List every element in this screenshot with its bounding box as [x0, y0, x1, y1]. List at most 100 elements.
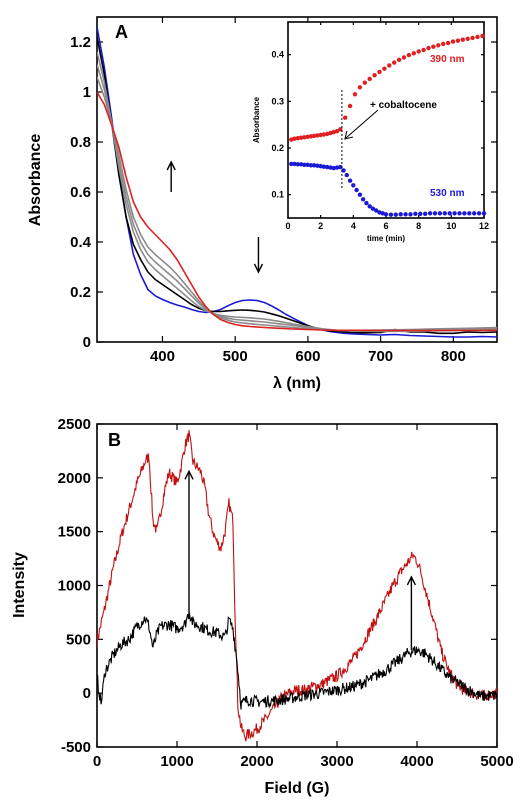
- inset-data-point: [455, 38, 461, 43]
- inset-data-point: [411, 51, 416, 56]
- inset-data-point: [315, 133, 320, 138]
- inset-data-point: [298, 135, 304, 140]
- inset-data-point: [352, 92, 358, 97]
- inset-data-point: [431, 44, 436, 49]
- y-tick-label: 0.1: [271, 190, 284, 200]
- x-tick-label: 400: [150, 348, 175, 365]
- inset-data-point: [467, 211, 472, 216]
- inset-data-point: [427, 211, 433, 216]
- inset-data-point: [311, 163, 317, 168]
- panel-letter-a: A: [115, 22, 128, 42]
- inset-data-point: [383, 212, 389, 217]
- inset-data-point: [295, 162, 300, 167]
- inset-data-point: [447, 211, 452, 216]
- y-tick-label: 1.2: [70, 34, 91, 51]
- series-line: [97, 26, 497, 338]
- inset-data-point: [442, 211, 447, 216]
- x-tick-label: 0: [285, 221, 290, 231]
- inset-data-point: [421, 47, 426, 53]
- annotation-pointer: [345, 109, 379, 139]
- x-tick-label: 6: [383, 221, 388, 231]
- inset-data-point: [460, 37, 465, 42]
- trend-arrow-head: [406, 575, 417, 586]
- x-tick-label: 10: [446, 221, 456, 231]
- inset-data-point: [325, 164, 330, 170]
- inset-data-point: [347, 103, 353, 109]
- inset-data-point: [416, 49, 421, 54]
- inset-data-point: [374, 208, 379, 213]
- inset-data-point: [334, 165, 340, 170]
- inset-data-point: [360, 197, 366, 202]
- inset-data-point: [354, 187, 359, 193]
- inset-data-point: [318, 132, 323, 138]
- inset-data-point: [292, 161, 297, 167]
- inset-data-point: [331, 165, 336, 171]
- x-axis-title: λ (nm): [273, 375, 321, 392]
- inset-data-point: [338, 127, 343, 132]
- panel-letter-b: B: [108, 430, 121, 450]
- inset-data-point: [302, 135, 307, 140]
- y-tick-label: 0.4: [271, 50, 284, 60]
- inset-data-point: [423, 211, 428, 216]
- inset-data-point: [302, 162, 307, 167]
- inset-data-point: [480, 33, 485, 39]
- inset-data-point: [398, 212, 403, 217]
- annotation-pointer-head: [344, 130, 354, 140]
- y-tick-label: 0.2: [271, 143, 284, 153]
- inset-data-point: [408, 212, 413, 217]
- y-tick-label: 2000: [58, 470, 91, 487]
- x-tick-label: 800: [441, 348, 466, 365]
- inset-data-point: [481, 211, 487, 216]
- inset-data-point: [437, 211, 443, 216]
- y-tick-label: 1: [83, 84, 91, 101]
- inset-data-point: [377, 69, 382, 75]
- inset-data-point: [334, 129, 340, 134]
- inset-data-point: [472, 211, 477, 216]
- inset-data-point: [475, 34, 480, 40]
- series-line: [97, 91, 497, 332]
- inset-data-point: [441, 41, 446, 47]
- inset-data-point: [289, 161, 294, 167]
- inset-data-point: [292, 136, 297, 141]
- inset-data-point: [308, 163, 314, 168]
- inset-data-point: [382, 66, 387, 71]
- inset-data-point: [364, 200, 369, 206]
- inset-data-point: [445, 40, 451, 46]
- inset-data-point: [462, 211, 467, 216]
- inset-data-point: [321, 132, 327, 137]
- panel-a-absorbance-chart: 400 500 600 700 800 0 0.2 0.4 0.6 0.8 1 1.2 Aλ (nm) A…: [27, 16, 498, 392]
- inset-data-point: [325, 131, 330, 137]
- cobaltocene-annotation: + cobaltocene: [370, 100, 437, 111]
- inset-data-point: [305, 134, 310, 139]
- plot-frame: [96, 16, 498, 343]
- inset-data-point: [367, 76, 372, 82]
- x-tick-label: 4000: [400, 753, 433, 770]
- inset-data-point: [401, 55, 407, 60]
- y-tick-label: 0.2: [70, 284, 91, 301]
- inset-data-point: [357, 85, 363, 90]
- inset-data-point: [362, 80, 367, 85]
- inset-data-point: [331, 129, 336, 135]
- y-axis-title: Intensity: [11, 552, 28, 618]
- inset-data-point: [470, 35, 475, 41]
- inset-data-point: [372, 73, 377, 78]
- inset-data-point: [367, 204, 372, 209]
- series-label-530: 530 nm: [430, 188, 465, 199]
- inset-data-point: [343, 115, 348, 120]
- inset-data-point: [465, 36, 470, 41]
- series-line: [97, 430, 497, 742]
- inset-data-point: [393, 212, 398, 217]
- inset-data-point: [338, 164, 343, 170]
- y-tick-label: 1500: [58, 524, 91, 541]
- inset-data-point: [347, 178, 353, 183]
- inset-data-point: [432, 211, 438, 216]
- inset-data-point: [426, 45, 431, 51]
- y-tick-label: 0.3: [271, 96, 284, 106]
- inset-data-point: [308, 134, 314, 139]
- inset-data-point: [387, 63, 392, 68]
- inset-data-point: [450, 39, 456, 44]
- inset-x-axis-title: time (min): [367, 234, 406, 243]
- y-tick-label: 500: [66, 631, 91, 648]
- inset-data-point: [344, 172, 349, 178]
- inset-data-point: [351, 183, 356, 188]
